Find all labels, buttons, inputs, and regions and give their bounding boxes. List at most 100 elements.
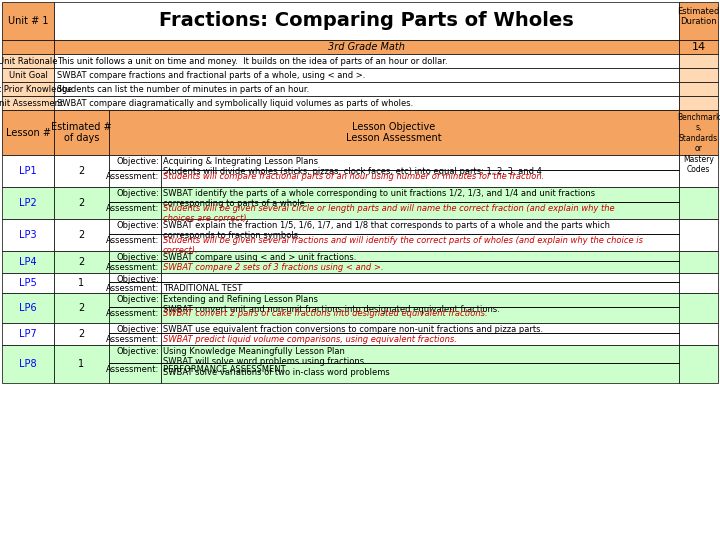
Text: 2: 2 <box>78 257 85 267</box>
Text: Assessment:: Assessment: <box>106 172 159 181</box>
Bar <box>679 293 718 323</box>
Text: LP8: LP8 <box>19 359 37 369</box>
Text: Students can list the number of minutes in parts of an hour.: Students can list the number of minutes … <box>57 85 310 94</box>
Bar <box>161 323 679 333</box>
Text: LP4: LP4 <box>19 257 37 267</box>
Text: PERFORMANCE ASSESSMENT: PERFORMANCE ASSESSMENT <box>163 365 286 374</box>
Text: Assessment:: Assessment: <box>106 365 159 374</box>
Text: Objective:: Objective: <box>116 221 159 230</box>
Text: Unit # 1: Unit # 1 <box>8 16 48 26</box>
Bar <box>161 333 679 345</box>
Text: Lesson Objective
Lesson Assessment: Lesson Objective Lesson Assessment <box>346 122 442 143</box>
Text: 2: 2 <box>78 198 85 208</box>
Bar <box>109 282 161 293</box>
Bar <box>109 261 161 273</box>
Text: Estimated #
of days: Estimated # of days <box>51 122 112 143</box>
Bar <box>161 282 679 293</box>
Text: Students will be given several circle or length parts and will name the correct : Students will be given several circle or… <box>163 204 615 224</box>
Bar <box>2 54 54 68</box>
Text: Assessment:: Assessment: <box>106 204 159 213</box>
Text: Objective:: Objective: <box>116 157 159 166</box>
Text: Objective:: Objective: <box>116 189 159 198</box>
Text: 1: 1 <box>78 359 84 369</box>
Bar <box>161 170 679 187</box>
Bar <box>679 96 718 110</box>
Text: Objective:: Objective: <box>116 347 159 356</box>
Text: SWBAT compare fractions and fractional parts of a whole, using < and >.: SWBAT compare fractions and fractional p… <box>57 71 365 80</box>
Bar <box>54 54 679 68</box>
Text: Acquiring & Integrating Lesson Plans
Students will divide wholes (sticks, pizzas: Acquiring & Integrating Lesson Plans Stu… <box>163 157 542 177</box>
Text: LP2: LP2 <box>19 198 37 208</box>
Bar <box>161 187 679 202</box>
Text: 14: 14 <box>691 42 706 52</box>
Bar <box>54 2 679 40</box>
Text: SWBAT convert 2 pairs of cake fractions into designated equivalent fractions.: SWBAT convert 2 pairs of cake fractions … <box>163 309 487 318</box>
Bar <box>679 273 718 293</box>
Text: 2: 2 <box>78 166 85 176</box>
Text: 3rd Grade Math: 3rd Grade Math <box>328 42 405 52</box>
Bar <box>2 2 54 40</box>
Bar <box>161 251 679 261</box>
Bar <box>109 187 161 202</box>
Text: Objective:: Objective: <box>116 295 159 304</box>
Text: Assessment:: Assessment: <box>106 335 159 345</box>
Bar <box>161 307 679 323</box>
Bar <box>161 234 679 251</box>
Bar <box>679 251 718 273</box>
Bar <box>2 40 54 54</box>
Text: 1: 1 <box>78 278 84 288</box>
Text: LP3: LP3 <box>19 230 37 240</box>
Bar <box>54 187 109 219</box>
Bar <box>679 82 718 96</box>
Text: Assessment:: Assessment: <box>106 236 159 245</box>
Text: Unit Goal: Unit Goal <box>9 71 48 79</box>
Bar <box>2 96 54 110</box>
Bar <box>2 110 54 155</box>
Text: Unit Prior Knowledge: Unit Prior Knowledge <box>0 84 72 93</box>
Bar <box>679 187 718 219</box>
Bar <box>109 273 161 282</box>
Bar <box>54 251 109 273</box>
Text: This unit follows a unit on time and money.  It builds on the idea of parts of a: This unit follows a unit on time and mon… <box>57 57 448 66</box>
Text: Lesson #: Lesson # <box>6 127 50 138</box>
Text: Unit Assessment: Unit Assessment <box>0 98 63 107</box>
Bar <box>161 219 679 234</box>
Text: SWBAT compare using < and > unit fractions.: SWBAT compare using < and > unit fractio… <box>163 253 356 262</box>
Bar <box>2 345 54 383</box>
Bar <box>2 293 54 323</box>
Bar <box>54 273 109 293</box>
Text: Assessment:: Assessment: <box>106 285 159 293</box>
Text: SWBAT compare diagramatically and symbolically liquid volumes as parts of wholes: SWBAT compare diagramatically and symbol… <box>57 99 413 108</box>
Bar <box>679 68 718 82</box>
Text: LP1: LP1 <box>19 166 37 176</box>
Text: LP6: LP6 <box>19 303 37 313</box>
Bar <box>161 273 679 282</box>
Text: Estimated
Duration: Estimated Duration <box>678 7 720 26</box>
Text: Using Knowledge Meaningfully Lesson Plan
SWBAT will solve word problems using fr: Using Knowledge Meaningfully Lesson Plan… <box>163 347 390 377</box>
Bar <box>679 110 718 155</box>
Text: Students will be given several fractions and will identify the correct parts of : Students will be given several fractions… <box>163 236 643 255</box>
Text: Objective:: Objective: <box>116 253 159 262</box>
Text: 2: 2 <box>78 230 85 240</box>
Text: Extending and Refining Lesson Plans
SWBAT convert unit and non-unit fractions in: Extending and Refining Lesson Plans SWBA… <box>163 295 500 314</box>
Bar <box>161 155 679 170</box>
Bar <box>109 110 679 155</box>
Bar <box>54 155 109 187</box>
Text: Fractions: Comparing Parts of Wholes: Fractions: Comparing Parts of Wholes <box>159 11 574 30</box>
Bar <box>54 293 109 323</box>
Text: SWBAT identify the parts of a whole corresponding to unit fractions 1/2, 1/3, an: SWBAT identify the parts of a whole corr… <box>163 189 595 208</box>
Text: Assessment:: Assessment: <box>106 309 159 318</box>
Text: SWBAT compare 2 sets of 3 fractions using < and >.: SWBAT compare 2 sets of 3 fractions usin… <box>163 264 384 272</box>
Bar <box>109 251 161 261</box>
Bar <box>679 345 718 383</box>
Bar <box>2 323 54 345</box>
Text: Benchmark
s,
Standards
or
Mastery
Codes: Benchmark s, Standards or Mastery Codes <box>677 113 720 174</box>
Bar <box>161 293 679 307</box>
Text: LP7: LP7 <box>19 329 37 339</box>
Bar <box>2 187 54 219</box>
Bar <box>109 219 161 234</box>
Text: TRADITIONAL TEST: TRADITIONAL TEST <box>163 285 242 293</box>
Bar <box>679 323 718 345</box>
Bar <box>54 40 679 54</box>
Bar <box>109 293 161 307</box>
